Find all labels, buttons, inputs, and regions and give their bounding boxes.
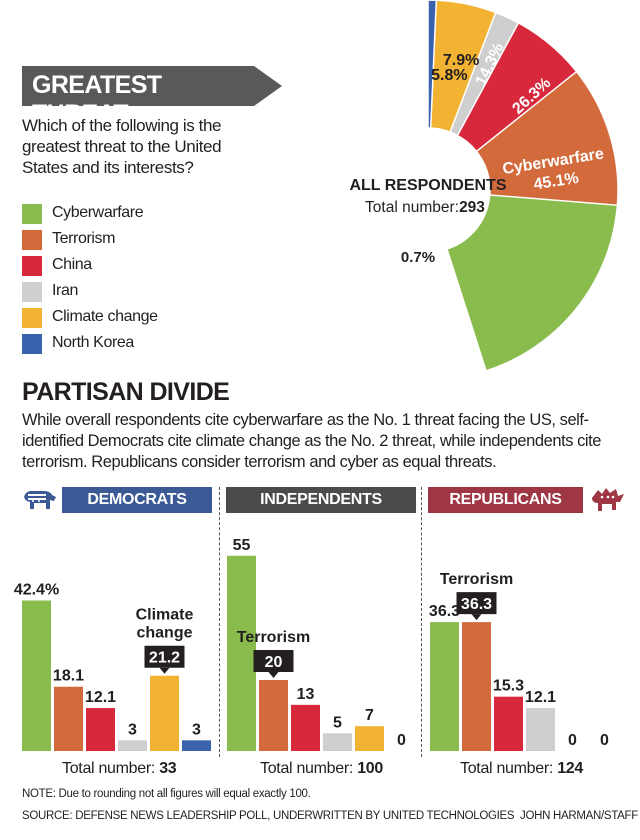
total-value: 124 xyxy=(557,760,583,777)
bar-terrorism xyxy=(54,686,83,751)
bar-climate xyxy=(355,726,384,751)
independents-title: INDEPENDENTS xyxy=(260,491,382,508)
donut-chart: Cyberwarfare45.1%26.3%14.3%7.9%5.8%0.7% … xyxy=(349,0,619,372)
republicans-banner: REPUBLICANS xyxy=(428,487,583,513)
legend-swatch xyxy=(22,256,42,276)
bar-value-label: 18.1 xyxy=(53,668,84,685)
page-title: GREATEST THREAT xyxy=(32,71,162,128)
donut-center-title: ALL RESPONDENTS xyxy=(349,177,506,194)
bar-value-label: 12.1 xyxy=(525,689,556,706)
bar-value-label: 0 xyxy=(600,732,609,749)
donut-value-label: 5.8% xyxy=(431,67,467,84)
bar-terrorism xyxy=(462,622,491,751)
footnote: NOTE: Due to rounding not all figures wi… xyxy=(22,788,311,800)
democrats-banner: DEMOCRATS xyxy=(62,487,212,513)
callout-pointer xyxy=(471,614,482,621)
bar-value-label: 20 xyxy=(265,654,283,671)
callout-pointer xyxy=(268,672,279,678)
bar-value-label: 36.3 xyxy=(461,596,492,613)
callout-label: Terrorism xyxy=(237,629,311,646)
elephant-icon xyxy=(592,488,624,511)
bar-value-label: 42.4% xyxy=(14,581,59,598)
legend-label: Iran xyxy=(52,282,78,299)
total-label: Total number: xyxy=(62,760,156,777)
legend-label: Climate change xyxy=(52,308,158,325)
donut-slice-climate xyxy=(427,0,497,134)
callout-label: change xyxy=(136,625,192,642)
legend-swatch xyxy=(22,334,42,354)
bar-value-label: 15.3 xyxy=(493,678,524,695)
bar-terrorism xyxy=(259,680,288,751)
bar-iran xyxy=(323,733,352,751)
bar-value-label: 36.3 xyxy=(429,603,460,620)
callout-label: Terrorism xyxy=(440,571,514,588)
donut-value-label: 7.9% xyxy=(443,52,479,69)
partisan-bar-charts: 42.4%18.112.1321.2Climatechange35520Terr… xyxy=(14,537,609,751)
legend-label: Cyberwarfare xyxy=(52,204,144,221)
legend-swatch xyxy=(22,230,42,250)
bar-cyberwarfare xyxy=(227,555,256,751)
bar-cyberwarfare xyxy=(22,600,51,751)
panel-divider xyxy=(421,487,422,757)
bar-value-label: 3 xyxy=(192,721,201,738)
bar-climate xyxy=(150,675,179,751)
bar-value-label: 55 xyxy=(233,537,251,554)
bar-value-label: 0 xyxy=(397,732,406,749)
callout-box xyxy=(144,645,185,668)
bar-chart-independents: 55 20 Terrorism 13 5 7 0 xyxy=(227,537,406,751)
partisan-description: While overall respondents cite cyberwarf… xyxy=(22,411,602,471)
legend-swatch xyxy=(22,282,42,302)
total-label: Total number: xyxy=(460,760,554,777)
republicans-total: Total number: 124 xyxy=(460,760,583,778)
bar-china xyxy=(494,696,523,751)
title-banner: GREATEST THREAT xyxy=(22,66,254,128)
total-value: 100 xyxy=(357,760,383,777)
bar-iran xyxy=(526,708,555,751)
bar-value-label: 5 xyxy=(333,714,342,731)
credit-line: JOHN HARMAN/STAFF xyxy=(520,810,638,822)
donut-value-label: 45.1% xyxy=(533,170,580,194)
bar-value-label: 0 xyxy=(568,732,577,749)
legend-label: China xyxy=(52,256,92,273)
independents-banner: INDEPENDENTS xyxy=(226,487,416,513)
republicans-title: REPUBLICANS xyxy=(449,491,562,508)
donkey-icon xyxy=(24,490,56,509)
bar-chart-republicans: 36.3 36.3 Terrorism 15.312.1 0 0 xyxy=(429,571,609,751)
callout-pointer xyxy=(159,667,170,674)
callout-label: Climate xyxy=(136,607,194,624)
legend-swatch xyxy=(22,204,42,224)
panel-divider xyxy=(219,487,220,757)
donut-center-total-value: 293 xyxy=(459,199,485,216)
total-label: Total number: xyxy=(260,760,354,777)
bar-value-label: 3 xyxy=(128,721,137,738)
source-line: SOURCE: DEFENSE NEWS LEADERSHIP POLL, UN… xyxy=(22,810,515,822)
donut-value-label: 0.7% xyxy=(401,249,435,266)
donut-center-total-label: Total number: xyxy=(365,199,459,216)
bar-value-label: 21.2 xyxy=(149,650,180,667)
callout-box xyxy=(456,592,497,615)
bar-china xyxy=(86,708,115,751)
bar-value-label: 13 xyxy=(297,686,315,703)
bar-cyberwarfare xyxy=(430,622,459,751)
title-banner-arrow xyxy=(254,66,282,106)
bar-north_korea xyxy=(182,740,211,751)
democrats-title: DEMOCRATS xyxy=(87,491,187,508)
bar-value-label: 7 xyxy=(365,707,374,724)
bar-value-label: 12.1 xyxy=(85,689,116,706)
legend-swatch xyxy=(22,308,42,328)
legend-label: Terrorism xyxy=(52,230,116,247)
donut-slice-north_korea xyxy=(427,0,438,129)
callout-box xyxy=(253,650,294,672)
bar-iran xyxy=(118,740,147,751)
independents-total: Total number: 100 xyxy=(260,760,383,778)
legend-label: North Korea xyxy=(52,334,134,351)
bar-china xyxy=(291,704,320,751)
total-value: 33 xyxy=(159,760,177,777)
partisan-title: PARTISAN DIVIDE xyxy=(22,378,230,406)
democrats-total: Total number: 33 xyxy=(62,760,177,778)
survey-question: Which of the following is the greatest t… xyxy=(22,116,222,177)
